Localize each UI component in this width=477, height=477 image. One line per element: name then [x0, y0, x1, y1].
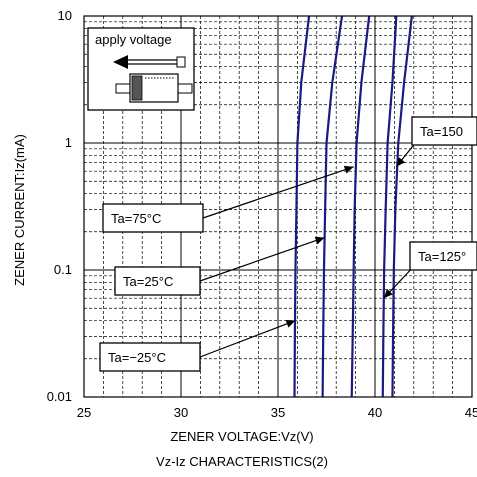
annotation: Ta=125°: [383, 241, 477, 299]
y-axis-label: ZENER CURRENT:Iz(mA): [12, 134, 27, 286]
x-tick-label: 35: [271, 405, 285, 420]
y-tick-label: 10: [58, 8, 72, 23]
plot-frame: [83, 15, 473, 398]
annotation-arrow-line: [199, 237, 325, 282]
apply-voltage-inset: apply voltage: [87, 27, 195, 111]
annotation-label: Ta=125°: [418, 249, 466, 264]
annotation-arrowhead: [314, 236, 325, 245]
annotation-arrow-line: [202, 166, 354, 219]
x-tick-label: 30: [174, 405, 188, 420]
annotation: Ta=75°C: [102, 165, 354, 233]
annotation-box: [102, 203, 204, 233]
annotation-arrowhead: [343, 165, 354, 174]
annotation-arrow-line: [199, 319, 296, 358]
chart-caption: Vz-Iz CHARACTERISTICS(2): [156, 454, 328, 469]
annotation-label: Ta=75°C: [111, 211, 161, 226]
annotation-box: [411, 116, 477, 146]
annotation-label: Ta=−25°C: [108, 350, 166, 365]
annotation-box: [409, 241, 477, 271]
x-tick-label: 40: [368, 405, 382, 420]
y-tick-label: 1: [65, 135, 72, 150]
annotation-arrowhead: [396, 157, 406, 167]
x-tick-label: 45: [465, 405, 477, 420]
series-line: [350, 15, 371, 398]
annotation-label: Ta=150: [420, 124, 463, 139]
annotations: Ta=−25°C Ta=25°C Ta=75°C Ta=125° Ta=150: [99, 116, 477, 372]
arrow-icon: [113, 55, 186, 69]
series-line: [391, 15, 413, 398]
series-line: [381, 15, 398, 398]
curves: [293, 15, 413, 398]
x-tick-label: 25: [77, 405, 91, 420]
series-line: [293, 15, 311, 398]
annotation: Ta=150: [395, 116, 477, 168]
annotation-box: [114, 266, 201, 296]
diode-icon: [115, 73, 193, 103]
tick-labels: 25 30 35 40 45 0.01 0.1 1 10: [47, 8, 477, 420]
annotation: Ta=25°C: [114, 236, 325, 296]
annotation-label: Ta=25°C: [123, 274, 173, 289]
annotation-arrowhead: [383, 288, 393, 299]
x-axis-label: ZENER VOLTAGE:Vz(V): [170, 429, 313, 444]
annotation-arrowhead: [285, 320, 296, 328]
inset-text: apply voltage: [95, 32, 172, 47]
y-tick-label: 0.1: [54, 262, 72, 277]
y-tick-label: 0.01: [47, 389, 72, 404]
series-line: [321, 15, 344, 398]
annotation: Ta=−25°C: [99, 319, 296, 372]
annotation-box: [99, 342, 201, 372]
